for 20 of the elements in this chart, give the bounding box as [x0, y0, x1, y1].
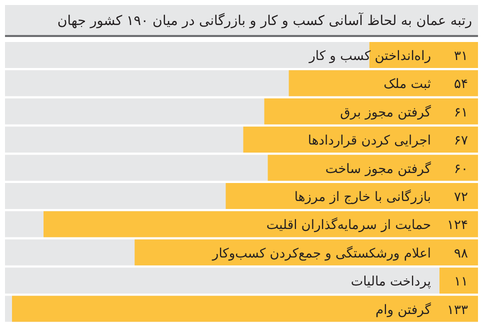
category-label: اعلام ورشکستگی و جمع‌کردن کسب‌وکار: [212, 246, 431, 262]
value-label: ۹۸: [454, 246, 468, 262]
value-label: ۱۳۳: [447, 302, 468, 318]
category-label: بازرگانی با خارج از مرزها: [294, 190, 431, 205]
value-label: ۳۱: [454, 49, 468, 64]
value-label: ۶۰: [454, 162, 468, 177]
category-label: گرفتن وام: [376, 302, 431, 318]
title: رتبه عمان به لحاظ آسانی کسب و کار و بازرگانی در میان ۱۹۰ کشور جهان: [57, 13, 472, 29]
value-label: ۱۱: [454, 274, 468, 290]
category-label: حمایت از سرمایه‌گذاران اقلیت: [266, 218, 431, 234]
category-label: گرفتن مجوز ساخت: [325, 162, 431, 177]
value-label: ۵۴: [454, 77, 468, 92]
value-label: ۱۲۴: [447, 218, 468, 234]
category-label: گرفتن مجوز برق: [340, 105, 431, 120]
category-label: ثبت ملک: [384, 77, 431, 92]
value-label: ۶۱: [454, 105, 468, 120]
value-label: ۷۲: [454, 190, 468, 205]
category-label: پرداخت مالیات: [350, 274, 431, 290]
value-label: ۶۷: [454, 134, 468, 149]
category-label: اجرایی کردن قراردادها: [308, 134, 431, 149]
